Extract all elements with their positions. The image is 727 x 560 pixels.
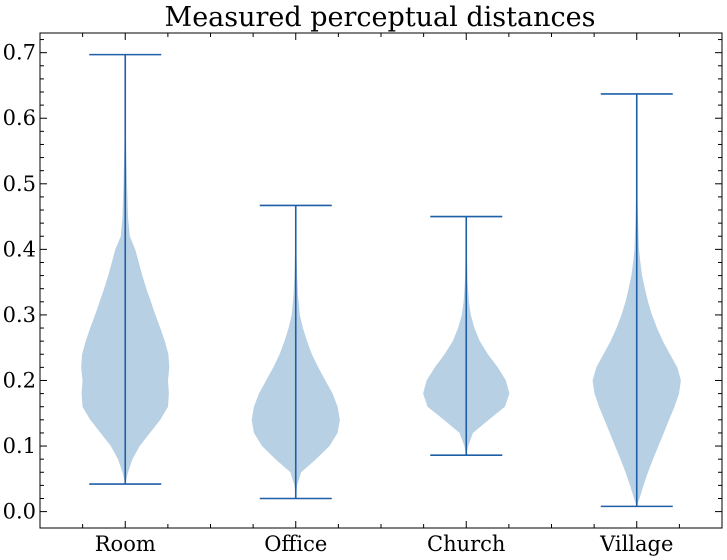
y-tick-label: 0.6: [3, 106, 36, 130]
x-axis: Room Office Church Village: [82, 33, 680, 556]
chart-title: Measured perceptual distances: [165, 2, 596, 33]
y-tick-label: 0.2: [3, 368, 36, 392]
y-axis: 0.0 0.1 0.2 0.3 0.4 0.5 0.6 0.7: [3, 39, 722, 524]
violins-group: [81, 53, 681, 508]
x-tick-label-office: Office: [264, 532, 327, 556]
y-tick-label: 0.1: [3, 434, 36, 458]
x-tick-label-room: Room: [95, 532, 156, 556]
y-tick-label: 0.0: [3, 500, 36, 524]
y-tick-label: 0.4: [3, 237, 36, 261]
plot-frame: [39, 32, 723, 529]
x-tick-label-village: Village: [599, 532, 673, 556]
y-tick-label: 0.3: [3, 303, 36, 327]
y-tick-label: 0.7: [3, 41, 36, 65]
x-tick-label-church: Church: [427, 532, 505, 556]
y-tick-label: 0.5: [3, 172, 36, 196]
